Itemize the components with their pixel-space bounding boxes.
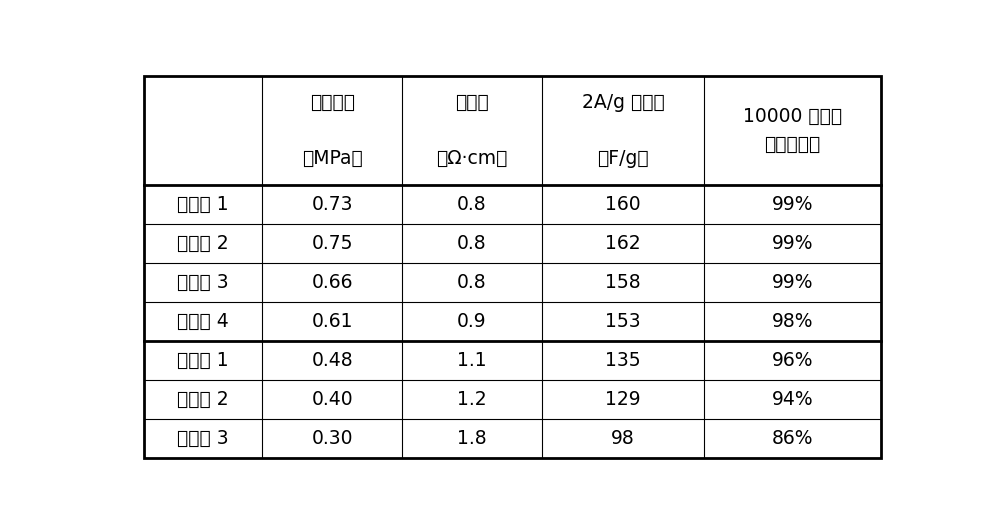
Text: 96%: 96% xyxy=(772,351,813,370)
Text: 实施例 3: 实施例 3 xyxy=(177,273,229,292)
Text: 0.9: 0.9 xyxy=(457,312,487,331)
Text: 对比例 3: 对比例 3 xyxy=(177,429,229,448)
Text: 0.48: 0.48 xyxy=(311,351,353,370)
Text: 99%: 99% xyxy=(772,273,813,292)
Text: 160: 160 xyxy=(605,195,641,214)
Text: 0.73: 0.73 xyxy=(311,195,353,214)
Text: 机械强度

（MPa）: 机械强度 （MPa） xyxy=(302,93,362,168)
Text: 对比例 1: 对比例 1 xyxy=(177,351,229,370)
Text: 86%: 86% xyxy=(772,429,813,448)
Text: 实施例 1: 实施例 1 xyxy=(177,195,229,214)
Text: 0.8: 0.8 xyxy=(457,195,487,214)
Text: 129: 129 xyxy=(605,390,641,409)
Text: 电阻率

（Ω·cm）: 电阻率 （Ω·cm） xyxy=(436,93,508,168)
Text: 135: 135 xyxy=(605,351,641,370)
Text: 1.2: 1.2 xyxy=(457,390,487,409)
Text: 0.75: 0.75 xyxy=(311,234,353,253)
Text: 162: 162 xyxy=(605,234,641,253)
Text: 0.61: 0.61 xyxy=(311,312,353,331)
Text: 153: 153 xyxy=(605,312,641,331)
Text: 98: 98 xyxy=(611,429,635,448)
Text: 实施例 2: 实施例 2 xyxy=(177,234,229,253)
Text: 158: 158 xyxy=(605,273,641,292)
Text: 1.1: 1.1 xyxy=(457,351,487,370)
Text: 0.66: 0.66 xyxy=(311,273,353,292)
Text: 0.8: 0.8 xyxy=(457,234,487,253)
Text: 10000 次循环
容量保持率: 10000 次循环 容量保持率 xyxy=(743,107,842,154)
Text: 94%: 94% xyxy=(771,390,813,409)
Text: 0.40: 0.40 xyxy=(311,390,353,409)
Text: 2A/g 比容量

（F/g）: 2A/g 比容量 （F/g） xyxy=(582,93,664,168)
Text: 98%: 98% xyxy=(772,312,813,331)
Text: 99%: 99% xyxy=(772,234,813,253)
Text: 0.30: 0.30 xyxy=(311,429,353,448)
Text: 99%: 99% xyxy=(772,195,813,214)
Text: 0.8: 0.8 xyxy=(457,273,487,292)
Text: 对比例 2: 对比例 2 xyxy=(177,390,229,409)
Text: 实施例 4: 实施例 4 xyxy=(177,312,229,331)
Text: 1.8: 1.8 xyxy=(457,429,487,448)
